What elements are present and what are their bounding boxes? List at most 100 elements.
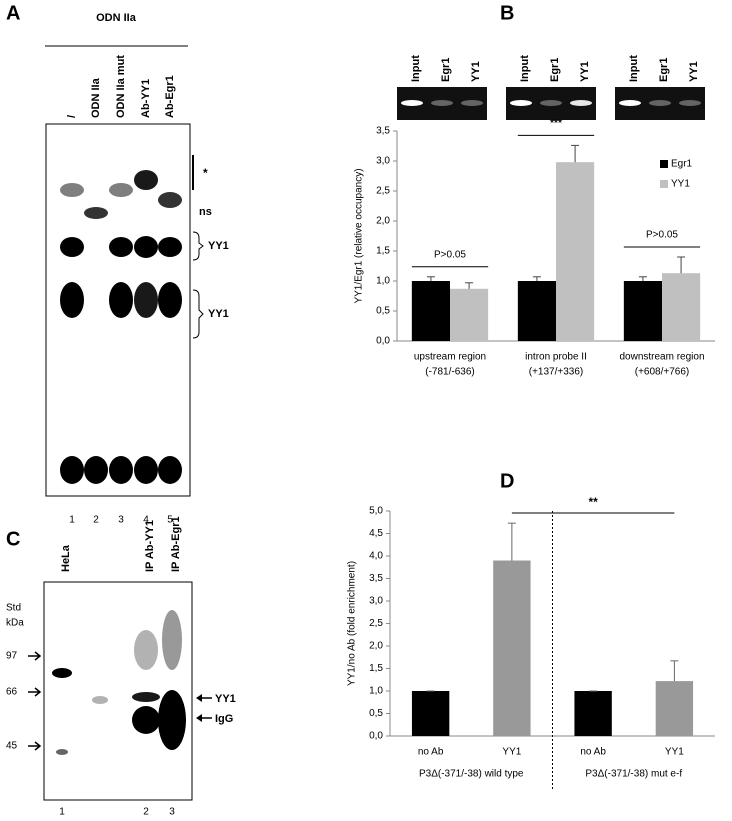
brace — [192, 231, 204, 261]
group-label: P3Δ(-371/-38) wild type — [419, 769, 524, 780]
std-label: Std — [6, 603, 21, 614]
y-tick-label: 0,0 — [376, 336, 390, 347]
bar — [411, 691, 450, 736]
y-tick-label: 0,0 — [369, 731, 383, 742]
group-label: P3Δ(-371/-38) mut e-f — [585, 769, 682, 780]
annotation: ** — [588, 495, 598, 509]
bar — [556, 162, 595, 341]
y-tick-label: 4,0 — [369, 551, 383, 562]
x-tick-sublabel: (+608/+766) — [635, 367, 690, 378]
gel-band — [162, 610, 182, 670]
lane-label: IP Ab-YY1 — [144, 520, 156, 572]
gel-band — [60, 183, 84, 197]
gel-band — [60, 282, 84, 318]
legend-label: Egr1 — [671, 159, 693, 170]
y-tick-label: 3,0 — [369, 596, 383, 607]
lane-number: 1 — [69, 515, 75, 526]
band-label: IgG — [215, 713, 233, 725]
y-axis-title: YY1/no Ab (fold enrichment) — [347, 561, 358, 686]
gel-band — [109, 183, 133, 197]
gel-band — [60, 237, 84, 257]
marker-arrows — [28, 651, 42, 751]
lane-label: Egr1 — [658, 58, 670, 82]
lane-label: YY1 — [579, 61, 591, 82]
legend-swatch — [660, 180, 668, 188]
blot-band — [540, 100, 562, 106]
lane-number: 3 — [118, 515, 124, 526]
y-tick-label: 1,0 — [369, 686, 383, 697]
lane-label: Egr1 — [440, 58, 452, 82]
bar — [411, 281, 450, 341]
lane-label: ODN IIa mut — [115, 55, 127, 118]
y-tick-label: 1,5 — [376, 246, 390, 257]
lane-label: YY1 — [470, 61, 482, 82]
blot-band — [679, 100, 701, 106]
x-tick-label: YY1 — [502, 747, 521, 758]
lane-number: 1 — [59, 807, 65, 818]
bar — [517, 281, 556, 341]
y-tick-label: 3,0 — [376, 156, 390, 167]
blot-band — [431, 100, 453, 106]
gel-band — [132, 706, 160, 734]
panel-label: C — [6, 528, 20, 550]
blot-band — [510, 100, 532, 106]
marker-label: 66 — [6, 687, 18, 698]
std-label: kDa — [6, 618, 24, 629]
gel-band — [158, 456, 182, 484]
gel-band — [134, 456, 158, 484]
blot-band — [649, 100, 671, 106]
lane-label: / — [66, 115, 78, 118]
gel-bands — [60, 170, 182, 484]
gel-band — [134, 282, 158, 318]
band-arrows — [202, 697, 212, 719]
gel-band — [134, 630, 158, 670]
annotation: P>0.05 — [434, 249, 466, 260]
gel-band — [84, 207, 108, 219]
bar — [655, 681, 694, 736]
x-tick-sublabel: (+137/+336) — [529, 367, 584, 378]
panel-label: D — [500, 470, 514, 492]
y-tick-label: 1,0 — [376, 276, 390, 287]
lane-label: Input — [519, 55, 531, 82]
y-tick-label: 3,5 — [376, 126, 390, 137]
x-tick-sublabel: (-781/-636) — [425, 367, 474, 378]
blot-band — [619, 100, 641, 106]
annotation: YY1 — [208, 308, 229, 320]
annotation: YY1 — [208, 240, 229, 252]
gel — [43, 581, 193, 801]
y-tick-label: 5,0 — [369, 506, 383, 517]
gel-band — [134, 170, 158, 190]
gel-band — [109, 282, 133, 318]
gel-band — [134, 236, 158, 258]
lane-number: 2 — [93, 515, 99, 526]
y-tick-label: 2,5 — [369, 618, 383, 629]
lane-label: Input — [410, 55, 422, 82]
marker-label: 45 — [6, 741, 18, 752]
bar — [493, 560, 531, 736]
lane-label: IP Ab-Egr1 — [170, 516, 182, 572]
y-axis-title: YY1/Egr1 (relative occupancy) — [354, 168, 365, 303]
lane-number: 2 — [143, 807, 149, 818]
gel-band — [158, 282, 182, 318]
lane-label: HeLa — [60, 544, 72, 572]
gel-band — [109, 237, 133, 257]
x-tick-label: upstream region — [414, 352, 486, 363]
bar — [623, 281, 662, 341]
panel-label: A — [6, 2, 20, 24]
bar — [574, 691, 612, 736]
gel-band — [109, 456, 133, 484]
gel-band — [52, 668, 72, 678]
gel-band — [158, 192, 182, 208]
x-tick-label: YY1 — [665, 747, 684, 758]
band-label: YY1 — [215, 693, 236, 705]
lane-label: Ab-Egr1 — [164, 75, 176, 118]
lane-label: YY1 — [688, 61, 700, 82]
brace — [192, 289, 204, 339]
y-tick-label: 2,0 — [369, 641, 383, 652]
gel-band — [158, 690, 186, 750]
gel-band — [158, 237, 182, 257]
y-tick-label: 2,5 — [376, 186, 390, 197]
lane-label: Input — [628, 55, 640, 82]
lane-label: Egr1 — [549, 58, 561, 82]
panel-label: B — [500, 2, 514, 24]
